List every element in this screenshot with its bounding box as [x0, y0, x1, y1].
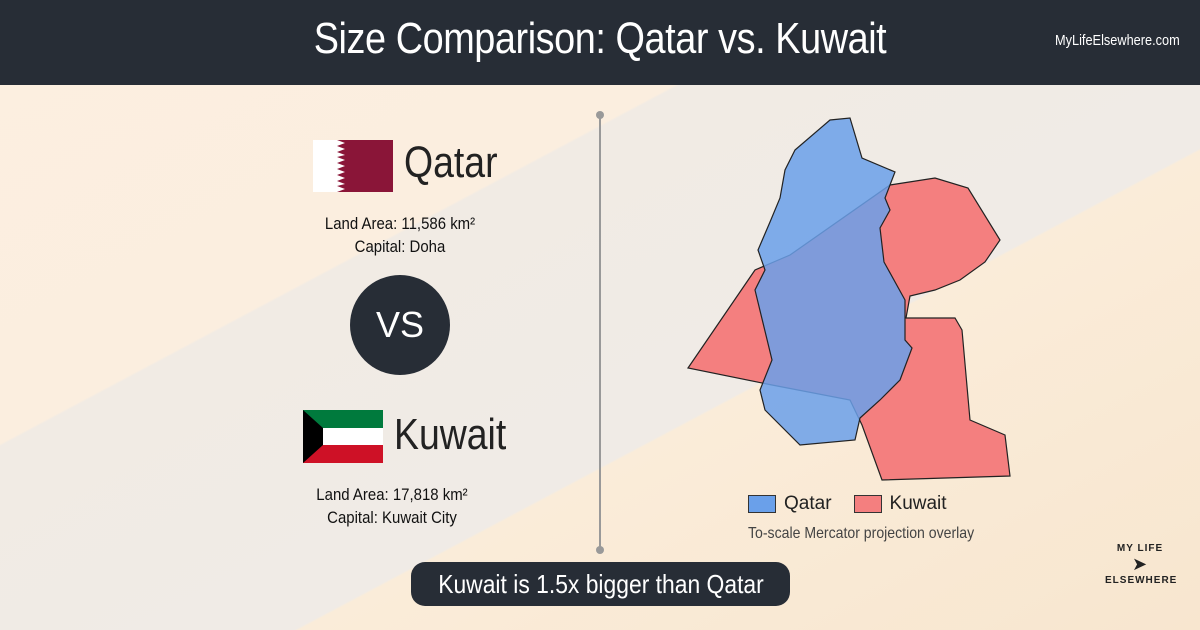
- logo-icon: ➤: [1131, 554, 1149, 574]
- land-area: Land Area: 11,586 km²: [324, 214, 476, 233]
- capital: Capital: Doha: [354, 237, 446, 256]
- land-area: Land Area: 17,818 km²: [316, 485, 468, 504]
- qatar-flag: [313, 140, 393, 192]
- logo: MY LIFE ➤ ELSEWHERE: [1105, 543, 1178, 586]
- qatar-shape: [754, 117, 913, 446]
- country-info: Land Area: 17,818 km² Capital: Kuwait Ci…: [260, 485, 524, 531]
- legend: Qatar Kuwait: [748, 493, 947, 515]
- summary-text: Kuwait is 1.5x bigger than Qatar: [437, 568, 764, 599]
- summary-banner: Kuwait is 1.5x bigger than Qatar: [411, 562, 790, 606]
- vs-text: VS: [375, 304, 425, 345]
- country-name: Qatar: [404, 138, 498, 187]
- logo-text: MY LIFE: [1116, 543, 1164, 554]
- map-note: To-scale Mercator projection overlay: [748, 525, 975, 542]
- legend-label: Qatar: [784, 493, 832, 514]
- country-name: Kuwait: [394, 410, 507, 459]
- divider-dot: [596, 111, 604, 119]
- site-name: MyLifeElsewhere.com: [1055, 32, 1180, 49]
- kuwait-flag: [303, 410, 383, 463]
- title: Size Comparison: Qatar vs. Kuwait: [313, 14, 887, 63]
- divider-dot: [596, 546, 604, 554]
- legend-swatch: [748, 495, 776, 513]
- legend-swatch: [853, 495, 882, 513]
- capital: Capital: Kuwait City: [327, 508, 457, 527]
- legend-label: Kuwait: [889, 493, 947, 514]
- header: Size Comparison: Qatar vs. Kuwait MyLife…: [0, 0, 1200, 85]
- country-info: Land Area: 11,586 km² Capital: Doha: [268, 214, 532, 260]
- vs-badge: VS: [350, 275, 450, 375]
- divider: [599, 115, 601, 550]
- logo-text: ELSEWHERE: [1105, 575, 1178, 586]
